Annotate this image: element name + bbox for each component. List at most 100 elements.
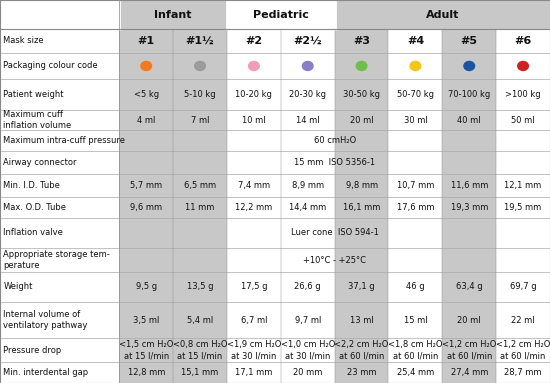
Bar (0, 130, 119, 151)
Bar (281, 29, 334, 52)
Text: <5 kg: <5 kg (134, 90, 159, 99)
Text: Min. I.D. Tube: Min. I.D. Tube (3, 181, 60, 190)
Text: <2,2 cm H₂O
at 60 l/min: <2,2 cm H₂O at 60 l/min (334, 340, 389, 360)
Text: 19,3 mm: 19,3 mm (450, 203, 488, 212)
Bar (334, 174, 388, 197)
Bar (119, 272, 173, 302)
Text: 9,7 ml: 9,7 ml (295, 316, 321, 325)
Bar (388, 272, 442, 302)
Bar (334, 249, 388, 272)
Text: 7 ml: 7 ml (191, 116, 210, 125)
Text: 25,4 mm: 25,4 mm (397, 368, 434, 377)
Bar (173, 110, 227, 130)
Text: 15 mm  ISO 5356-1: 15 mm ISO 5356-1 (294, 158, 375, 167)
Bar (173, 272, 227, 302)
Bar (0, 79, 119, 110)
Bar (442, 29, 496, 52)
Bar (0, 302, 119, 338)
Bar (442, 110, 496, 130)
Bar (227, 130, 281, 151)
Text: #5: #5 (461, 36, 478, 46)
Bar (388, 362, 442, 383)
Bar (281, 302, 334, 338)
Ellipse shape (195, 61, 205, 70)
Bar (281, 110, 334, 130)
Text: #4: #4 (407, 36, 424, 46)
Bar (388, 302, 442, 338)
Bar (119, 130, 173, 151)
Bar (173, 197, 227, 218)
Text: 26,6 g: 26,6 g (294, 283, 321, 291)
Bar (442, 272, 496, 302)
Text: 5,7 mm: 5,7 mm (130, 181, 162, 190)
Bar (227, 197, 281, 218)
Text: <1,2 cm H₂O
at 60 l/min: <1,2 cm H₂O at 60 l/min (496, 340, 550, 360)
Bar (388, 197, 442, 218)
Bar (281, 249, 334, 272)
Text: #2½: #2½ (293, 36, 322, 46)
Text: <0,8 cm H₂O
at 15 l/min: <0,8 cm H₂O at 15 l/min (173, 340, 227, 360)
Bar (496, 338, 550, 362)
Bar (388, 218, 442, 249)
Bar (388, 151, 442, 174)
Text: Inflation valve: Inflation valve (3, 229, 63, 237)
Bar (281, 174, 334, 197)
Bar (388, 338, 442, 362)
Text: 14 ml: 14 ml (296, 116, 320, 125)
Bar (334, 197, 388, 218)
Text: 7,4 mm: 7,4 mm (238, 181, 270, 190)
Bar (442, 338, 496, 362)
Text: 20 ml: 20 ml (458, 316, 481, 325)
Bar (227, 52, 281, 79)
Ellipse shape (356, 61, 367, 70)
Text: 14,4 mm: 14,4 mm (289, 203, 326, 212)
Ellipse shape (464, 61, 475, 70)
Text: Luer cone  ISO 594-1: Luer cone ISO 594-1 (291, 229, 378, 237)
Text: Adult: Adult (426, 10, 459, 20)
Text: +10°C - +25°C: +10°C - +25°C (303, 255, 366, 265)
Text: 63,4 g: 63,4 g (456, 283, 482, 291)
Bar (442, 362, 496, 383)
Bar (173, 79, 227, 110)
Bar (0, 151, 119, 174)
Bar (119, 0, 227, 29)
Text: 23 mm: 23 mm (347, 368, 376, 377)
Bar (442, 197, 496, 218)
Bar (442, 249, 496, 272)
Bar (119, 29, 173, 52)
Text: 60 cmH₂O: 60 cmH₂O (314, 136, 356, 145)
Bar (442, 302, 496, 338)
Bar (334, 151, 388, 174)
Bar (0, 249, 119, 272)
Bar (173, 249, 227, 272)
Text: Maximum intra-cuff pressure: Maximum intra-cuff pressure (3, 136, 125, 145)
Bar (496, 151, 550, 174)
Bar (281, 130, 334, 151)
Text: 70-100 kg: 70-100 kg (448, 90, 491, 99)
Bar (442, 52, 496, 79)
Text: 4 ml: 4 ml (137, 116, 156, 125)
Text: 20 ml: 20 ml (350, 116, 373, 125)
Bar (173, 151, 227, 174)
Text: Pediatric: Pediatric (253, 10, 309, 20)
Text: 3,5 ml: 3,5 ml (133, 316, 160, 325)
Text: <1,0 cm H₂O
at 30 l/min: <1,0 cm H₂O at 30 l/min (280, 340, 335, 360)
Bar (119, 110, 173, 130)
Text: 5,4 ml: 5,4 ml (187, 316, 213, 325)
Ellipse shape (141, 61, 152, 70)
Bar (334, 52, 388, 79)
Bar (0, 218, 119, 249)
Bar (281, 151, 334, 174)
Bar (173, 302, 227, 338)
Bar (0, 110, 119, 130)
Ellipse shape (249, 61, 259, 70)
Text: 10-20 kg: 10-20 kg (235, 90, 272, 99)
Text: 28,7 mm: 28,7 mm (504, 368, 542, 377)
Bar (227, 338, 281, 362)
Bar (0, 0, 119, 29)
Bar (0, 29, 119, 52)
Text: 46 g: 46 g (406, 283, 425, 291)
Bar (496, 197, 550, 218)
Text: Packaging colour code: Packaging colour code (3, 61, 98, 70)
Text: 6,5 mm: 6,5 mm (184, 181, 216, 190)
